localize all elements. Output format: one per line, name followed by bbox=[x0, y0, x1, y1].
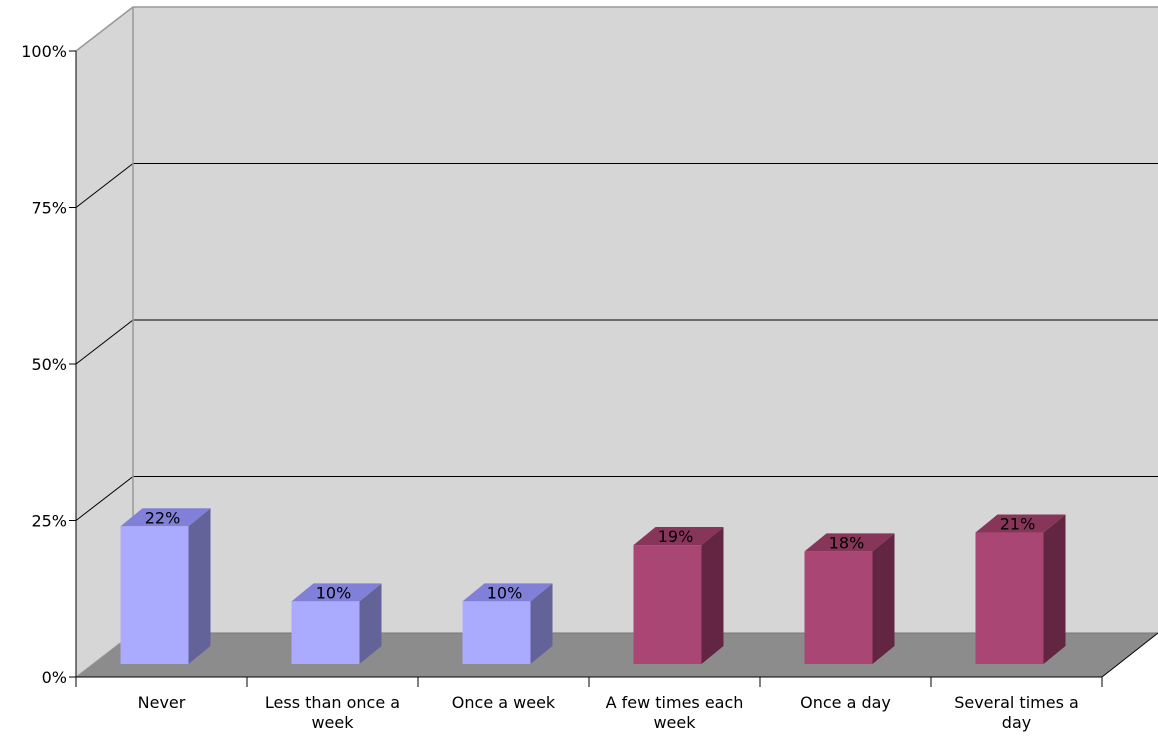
x-tick-label: Once a week bbox=[452, 693, 556, 712]
bar-front bbox=[633, 545, 702, 664]
data-label: 10% bbox=[316, 583, 352, 602]
y-tick-label: 25% bbox=[31, 512, 67, 531]
x-tick-label: Once a day bbox=[800, 693, 891, 712]
data-label: 19% bbox=[658, 527, 694, 546]
wall-edge-top bbox=[75, 6, 134, 52]
bar bbox=[291, 583, 382, 664]
y-tick-label: 100% bbox=[21, 42, 67, 61]
x-axis-labels: Never Less than once a week Once a week A fe… bbox=[75, 677, 1103, 732]
data-labels: 22% 10% 10% 19% 18% 21% bbox=[145, 508, 1036, 602]
gridline-side bbox=[75, 319, 134, 365]
bar-front bbox=[804, 551, 873, 664]
bar-front bbox=[462, 601, 531, 664]
bar bbox=[975, 514, 1066, 664]
bar-side bbox=[188, 508, 211, 664]
x-tick-label: Less than once a week bbox=[265, 693, 400, 732]
bar-top bbox=[462, 583, 553, 602]
bar bbox=[462, 583, 553, 664]
data-label: 21% bbox=[1000, 515, 1036, 534]
bar-front bbox=[975, 532, 1044, 664]
y-axis-ticks: 0% 25% 50% 75% 100% bbox=[21, 42, 76, 687]
bar-top bbox=[633, 527, 724, 546]
y-tick-label: 75% bbox=[31, 199, 67, 218]
bar-side bbox=[701, 527, 724, 664]
bar-top bbox=[804, 533, 895, 552]
bar-side bbox=[872, 533, 895, 664]
bars bbox=[120, 508, 1066, 664]
floor-edge-right bbox=[1101, 632, 1158, 678]
bar-side bbox=[359, 583, 382, 664]
bar bbox=[804, 533, 895, 664]
bar-top bbox=[120, 508, 211, 527]
x-tick-label: Several times a day bbox=[954, 693, 1079, 732]
y-tick-label: 0% bbox=[42, 668, 67, 687]
x-tick-label: A few times each week bbox=[606, 693, 744, 732]
gridline-side bbox=[75, 476, 134, 521]
x-tick-label: Never bbox=[138, 693, 186, 712]
y-tick-label: 50% bbox=[31, 355, 67, 374]
bar bbox=[633, 527, 724, 664]
data-label: 22% bbox=[145, 508, 181, 527]
bar-front bbox=[291, 601, 360, 664]
data-label: 10% bbox=[487, 583, 523, 602]
bar bbox=[120, 508, 211, 664]
bar-front bbox=[120, 526, 189, 664]
bar-side bbox=[1043, 514, 1066, 664]
gridline-side bbox=[75, 163, 134, 208]
bar-top bbox=[291, 583, 382, 602]
bar-side bbox=[530, 583, 553, 664]
bar-top bbox=[975, 514, 1066, 533]
data-label: 18% bbox=[829, 533, 865, 552]
